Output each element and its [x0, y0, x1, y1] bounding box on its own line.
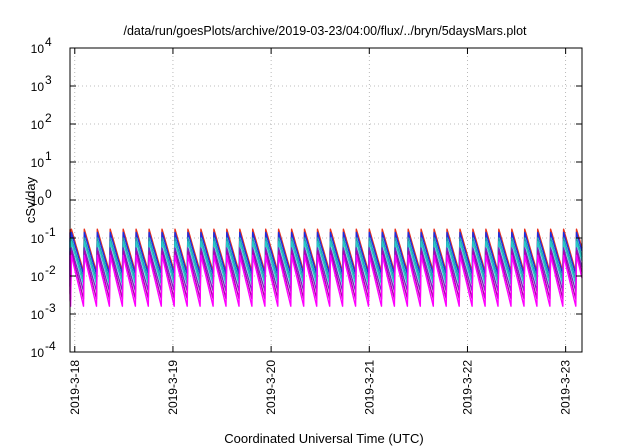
- y-tick-label: 10: [31, 42, 45, 56]
- y-tick-exponent: 0: [45, 187, 52, 201]
- y-tick-base: 10: [31, 270, 45, 284]
- y-tick-exponent: 2: [45, 111, 52, 125]
- y-tick-label: 10: [31, 346, 45, 360]
- y-tick-label: 10: [31, 156, 45, 170]
- y-tick-exponent: -3: [45, 301, 56, 315]
- y-tick-exponent: 3: [45, 73, 52, 87]
- y-tick-label: 10: [31, 308, 45, 322]
- y-tick-label: 10: [31, 118, 45, 132]
- series-line: [69, 250, 583, 300]
- x-axis-label: Coordinated Universal Time (UTC): [224, 431, 423, 446]
- x-tick-label: 2019-3-20: [264, 360, 278, 415]
- y-tick-exponent: 4: [45, 35, 52, 49]
- x-tick-label: 2019-3-19: [166, 360, 180, 415]
- y-tick-label: 10: [31, 232, 45, 246]
- y-tick-exponent: -1: [45, 225, 56, 239]
- chart-title: /data/run/goesPlots/archive/2019-03-23/0…: [123, 24, 527, 38]
- grid: [70, 47, 582, 353]
- y-tick-label: 10: [31, 194, 45, 208]
- y-tick-exponent: -4: [45, 339, 56, 353]
- series-line: [69, 241, 583, 286]
- y-tick-base: 10: [31, 156, 45, 170]
- series-line: [69, 254, 583, 307]
- y-tick-base: 10: [31, 194, 45, 208]
- y-tick-base: 10: [31, 346, 45, 360]
- series-line: [69, 228, 583, 273]
- y-tick-label: 10: [31, 270, 45, 284]
- y-tick-exponent: -2: [45, 263, 56, 277]
- series-line: [69, 231, 583, 276]
- series-group: [69, 228, 583, 307]
- x-tick-label: 2019-3-18: [68, 360, 82, 415]
- y-tick-base: 10: [31, 232, 45, 246]
- series-line: [69, 247, 583, 292]
- series-line: [69, 237, 583, 281]
- y-tick-base: 10: [31, 80, 45, 94]
- y-axis-label: cSv/day: [23, 176, 38, 223]
- x-tick-label: 2019-3-21: [362, 360, 376, 415]
- x-tick-label: 2019-3-22: [460, 360, 474, 415]
- y-tick-label: 10: [31, 80, 45, 94]
- x-tick-label: 2019-3-23: [559, 360, 573, 415]
- y-tick-base: 10: [31, 118, 45, 132]
- y-tick-exponent: 1: [45, 149, 52, 163]
- y-tick-base: 10: [31, 308, 45, 322]
- y-tick-base: 10: [31, 42, 45, 56]
